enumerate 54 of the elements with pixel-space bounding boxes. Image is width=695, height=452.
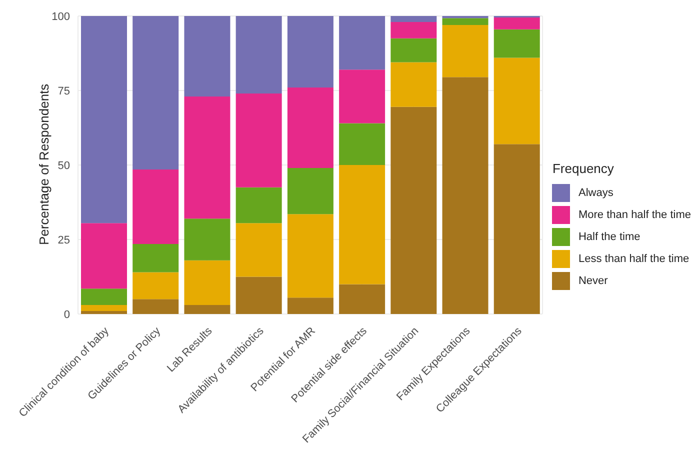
bar [494, 58, 540, 144]
legend-label: Half the time [578, 230, 640, 242]
bar [81, 223, 127, 289]
bar [81, 305, 127, 312]
legend-label: More than half the time [578, 208, 691, 220]
y-tick-label: 100 [52, 10, 70, 23]
bar [494, 29, 540, 58]
bar [132, 272, 179, 300]
bar [442, 24, 488, 78]
bar [236, 16, 282, 94]
bar [132, 169, 179, 244]
bar [339, 165, 386, 284]
bar [339, 123, 386, 165]
y-axis-title: Percentage of Respondents [36, 83, 52, 245]
bar [390, 38, 437, 62]
bar [390, 62, 437, 107]
bar [81, 16, 127, 224]
bar [132, 16, 179, 170]
bar [390, 22, 437, 38]
legend-label: Less than half the time [578, 252, 690, 264]
legend-label: Never [578, 274, 608, 286]
bar [390, 16, 437, 22]
bar [184, 96, 230, 219]
bar [132, 299, 179, 314]
bar [339, 16, 386, 70]
bar [81, 311, 127, 314]
bar [81, 288, 127, 306]
bar [236, 276, 282, 314]
bar [184, 218, 230, 260]
bar [442, 18, 488, 25]
bar [132, 244, 179, 272]
bar [236, 187, 282, 224]
bar [287, 214, 334, 298]
y-tick-label: 75 [58, 85, 70, 98]
bar [390, 106, 437, 314]
bar [184, 260, 230, 306]
bar [494, 144, 540, 314]
y-tick-label: 50 [58, 160, 70, 172]
y-tick-label: 25 [58, 234, 70, 246]
bar [287, 298, 334, 314]
bar [236, 223, 282, 277]
bar [184, 305, 230, 314]
legend-label: Always [578, 186, 614, 198]
bar [287, 88, 334, 168]
bar [339, 284, 386, 314]
bar [494, 17, 540, 30]
bar [339, 70, 386, 124]
legend-title: Frequency [552, 160, 615, 176]
bar [442, 77, 488, 314]
bar [287, 16, 334, 88]
bar [236, 93, 282, 188]
y-tick-label: 0 [64, 308, 70, 321]
bar [184, 16, 230, 96]
bar [287, 168, 334, 214]
